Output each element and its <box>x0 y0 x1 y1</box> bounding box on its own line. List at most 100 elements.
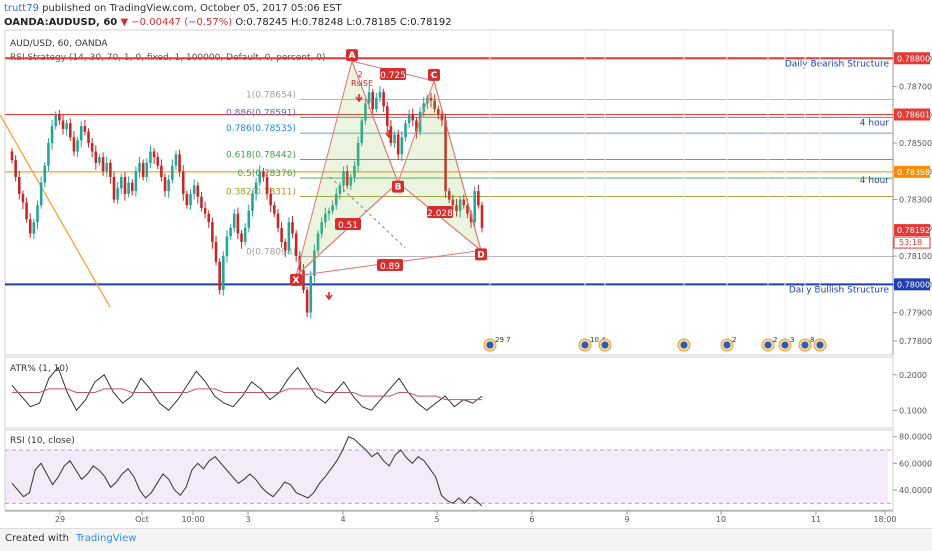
candle-body <box>462 199 466 206</box>
pattern-point-marker <box>290 273 302 286</box>
price-label-box <box>894 278 930 291</box>
candle-body <box>309 275 313 313</box>
pattern-point-label: X <box>293 276 300 286</box>
pattern-point-marker <box>392 180 404 193</box>
strategy-signal-label: RsiSE <box>351 79 373 88</box>
candle-body <box>349 176 353 186</box>
candle-body <box>353 165 356 177</box>
pattern-point-marker <box>346 49 358 62</box>
candle-body <box>305 290 309 313</box>
candle-body <box>105 162 109 172</box>
candle-body <box>120 176 123 189</box>
candle-body <box>152 151 156 158</box>
event-count-label: 10 4 <box>590 336 606 344</box>
event-count-label: 29 7 <box>495 336 511 344</box>
candle-body <box>422 103 426 112</box>
time-axis: 29 Oct 10:00 3 4 5 6 9 10 11 18:00 <box>5 510 897 524</box>
rsi-tick-label: 60.0000 <box>899 459 932 468</box>
atr-title: ATR% (1, 10) <box>10 364 69 374</box>
candle-body <box>225 236 229 257</box>
tradingview-logo[interactable]: TradingView <box>76 533 137 544</box>
candle-body <box>429 97 433 101</box>
candle-body <box>156 157 160 166</box>
fib-level-label: 0.618(0.78442) <box>226 150 296 160</box>
price-label-box <box>894 108 930 121</box>
event-count-label: 2 <box>732 336 736 344</box>
time-tick-label: 6 <box>529 515 534 524</box>
candle-body <box>440 114 444 121</box>
candle-body <box>222 256 225 290</box>
symbol-name: OANDA:AUDUSD, 60 <box>4 17 118 28</box>
pattern-ratio-box <box>377 259 403 271</box>
candle-body <box>196 185 200 197</box>
fib-level-label: 0.382(0.78311) <box>226 187 296 197</box>
pattern-ratio-box <box>335 218 361 230</box>
candle-body <box>178 154 181 172</box>
candle-body <box>174 154 178 166</box>
atr-panel: ATR% (1, 10) 0.1000 0.2000 <box>4 356 927 429</box>
price-change: ▼ −0.00447 (−0.57%) <box>120 17 233 28</box>
candle-body <box>455 205 458 211</box>
price-label-text: 0.78398 <box>897 168 930 177</box>
atr-series-line <box>11 366 483 412</box>
price-label-text: 0.78800 <box>897 54 930 63</box>
event-count-label: 2 <box>773 336 777 344</box>
time-tick-label: 3 <box>245 515 250 524</box>
candle-body <box>331 205 334 211</box>
candle-body <box>433 100 436 110</box>
candle-body <box>232 213 236 228</box>
trading-chart[interactable]: 0.778000.779000.780000.781000.782000.783… <box>0 0 932 528</box>
candle-body <box>109 162 112 177</box>
candle-body <box>138 162 141 172</box>
time-tick-label: 10:00 <box>181 515 204 524</box>
symbol-info: OANDA:AUDUSD, 60 ▼ −0.00447 (−0.57%) O:0… <box>4 17 452 28</box>
rsi-plot-area <box>4 429 894 511</box>
candle-body <box>265 176 269 194</box>
candle-body <box>276 213 280 228</box>
time-tick-label: Oct <box>135 515 149 524</box>
structure-level-label: Daily Bearish Structure <box>785 59 890 69</box>
strategy-signal-count: 2 <box>357 70 362 79</box>
fib-level-label: 0(0.78098) <box>246 248 296 258</box>
candle-body <box>200 196 203 209</box>
price-label-box <box>894 224 930 237</box>
candle-body <box>17 176 21 194</box>
fib-level-label: 0.786(0.78535) <box>226 124 296 134</box>
candle-body <box>43 165 47 183</box>
candle-body <box>229 227 232 237</box>
candle-body <box>90 143 94 152</box>
candle-body <box>342 171 345 186</box>
candle-body <box>418 111 422 132</box>
candle-body <box>50 126 54 144</box>
event-flag-core <box>764 341 772 349</box>
footer-bar: Created with TradingView <box>0 528 932 551</box>
candle-body <box>61 120 65 129</box>
candle-body <box>273 205 276 214</box>
candle-body <box>39 182 43 206</box>
candle-body <box>160 165 163 177</box>
candle-body <box>400 137 404 155</box>
candle-body <box>185 193 189 206</box>
rsi-panel: RSI (10, close) 40.0000 60.0000 80.0000 <box>4 429 932 511</box>
pattern-ratio-box <box>427 206 453 218</box>
candle-body <box>313 250 316 276</box>
candle-body <box>407 114 411 124</box>
pattern-point-marker <box>428 68 440 81</box>
candle-body <box>415 120 418 132</box>
price-label-box <box>894 165 930 178</box>
chart-title: AUD/USD, 60, OANDA <box>10 39 108 49</box>
candle-body <box>444 120 447 192</box>
candle-body <box>145 162 149 177</box>
price-tick-label: 0.78500 <box>899 139 932 148</box>
candle-body <box>371 92 374 110</box>
candle-body <box>149 151 152 163</box>
candle-body <box>378 92 382 98</box>
pattern-ratio-label: 0.89 <box>380 262 400 272</box>
candle-body <box>207 213 211 223</box>
candle-body <box>367 92 371 104</box>
candle-body <box>338 185 342 194</box>
author-link[interactable]: trutt79 <box>4 3 39 14</box>
pattern-ratio-box <box>380 68 406 80</box>
sell-arrow-icon <box>355 94 363 103</box>
candle-body <box>280 227 283 242</box>
